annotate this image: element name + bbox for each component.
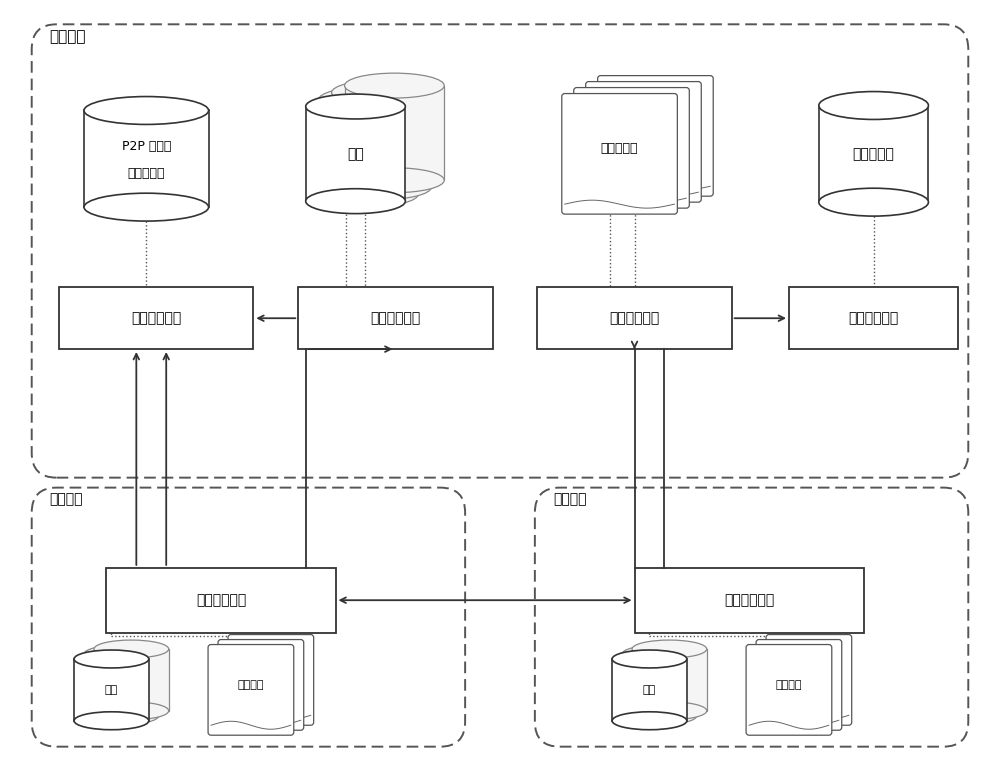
FancyBboxPatch shape xyxy=(574,88,689,208)
Text: 镜像仓库: 镜像仓库 xyxy=(50,29,86,44)
Text: 镜像: 镜像 xyxy=(643,685,656,695)
Ellipse shape xyxy=(319,182,418,207)
Ellipse shape xyxy=(84,707,159,725)
Bar xyxy=(635,568,864,633)
Ellipse shape xyxy=(632,640,707,658)
Bar xyxy=(332,92,431,187)
Text: 工作节点: 工作节点 xyxy=(553,493,586,507)
Ellipse shape xyxy=(612,712,687,729)
Text: 负载处理模块: 负载处理模块 xyxy=(849,311,899,325)
Ellipse shape xyxy=(306,94,405,119)
FancyBboxPatch shape xyxy=(586,82,701,202)
Bar xyxy=(345,85,444,180)
FancyBboxPatch shape xyxy=(218,639,304,730)
FancyBboxPatch shape xyxy=(766,635,852,726)
Ellipse shape xyxy=(345,73,444,98)
Ellipse shape xyxy=(622,707,697,725)
Ellipse shape xyxy=(819,188,928,216)
Ellipse shape xyxy=(319,87,418,112)
Text: 种子文件: 种子文件 xyxy=(238,680,264,690)
Bar xyxy=(319,99,418,195)
Bar xyxy=(789,288,958,349)
Bar xyxy=(819,105,928,202)
Bar xyxy=(306,107,405,201)
Ellipse shape xyxy=(84,193,209,221)
Bar xyxy=(106,568,336,633)
Ellipse shape xyxy=(632,702,707,720)
Bar xyxy=(84,111,209,207)
Text: 种子文件库: 种子文件库 xyxy=(601,143,638,156)
Ellipse shape xyxy=(306,188,405,214)
FancyBboxPatch shape xyxy=(32,24,968,478)
FancyBboxPatch shape xyxy=(756,639,842,730)
Ellipse shape xyxy=(612,650,687,668)
Ellipse shape xyxy=(94,640,169,658)
Ellipse shape xyxy=(84,645,159,663)
Bar xyxy=(537,288,732,349)
Ellipse shape xyxy=(819,92,928,120)
FancyBboxPatch shape xyxy=(208,645,294,736)
Text: 镜像: 镜像 xyxy=(105,685,118,695)
Bar xyxy=(622,654,697,716)
FancyBboxPatch shape xyxy=(562,94,677,214)
Bar xyxy=(298,288,493,349)
Text: 镜像: 镜像 xyxy=(347,146,364,161)
Ellipse shape xyxy=(332,80,431,105)
Ellipse shape xyxy=(622,645,697,663)
Bar xyxy=(94,649,169,711)
Ellipse shape xyxy=(84,97,209,124)
Bar xyxy=(84,654,159,716)
Text: 索引处理模块: 索引处理模块 xyxy=(131,311,181,325)
Ellipse shape xyxy=(74,712,149,729)
Text: 节点处理模块: 节点处理模块 xyxy=(196,593,246,607)
Text: 检索服务器: 检索服务器 xyxy=(128,167,165,180)
Bar xyxy=(74,659,149,721)
FancyBboxPatch shape xyxy=(598,76,713,196)
Bar xyxy=(612,659,687,721)
FancyBboxPatch shape xyxy=(32,488,465,747)
Ellipse shape xyxy=(94,702,169,720)
Text: 拉取处理模块: 拉取处理模块 xyxy=(609,311,660,325)
Text: 节点处理模块: 节点处理模块 xyxy=(724,593,774,607)
Ellipse shape xyxy=(74,650,149,668)
Text: 工作节点: 工作节点 xyxy=(50,493,83,507)
Bar xyxy=(59,288,253,349)
FancyBboxPatch shape xyxy=(228,635,314,726)
Text: 种子文件: 种子文件 xyxy=(776,680,802,690)
Ellipse shape xyxy=(345,168,444,193)
Text: P2P 中心化: P2P 中心化 xyxy=(122,140,171,153)
Bar xyxy=(632,649,707,711)
Text: 负载存储库: 负载存储库 xyxy=(853,146,895,161)
FancyBboxPatch shape xyxy=(746,645,832,736)
FancyBboxPatch shape xyxy=(535,488,968,747)
Ellipse shape xyxy=(332,175,431,200)
Text: 推送处理模块: 推送处理模块 xyxy=(370,311,421,325)
